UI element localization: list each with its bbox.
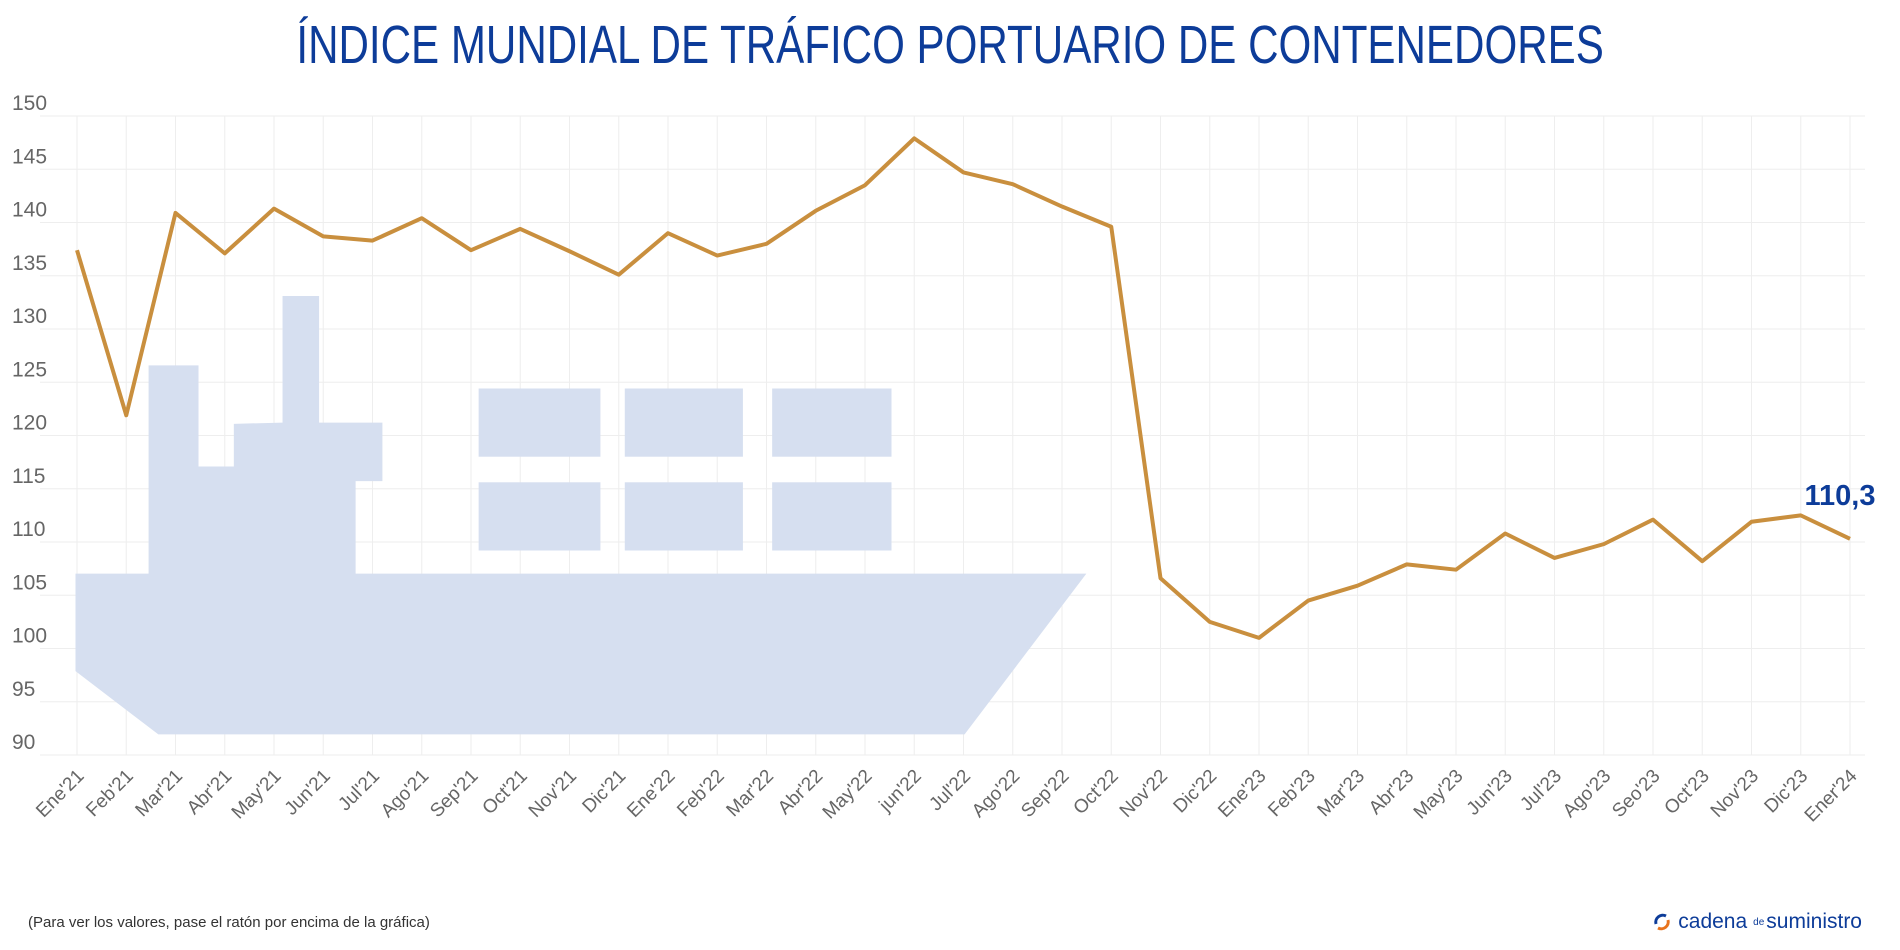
- x-tick-label: Abr'22: [774, 766, 827, 819]
- data-point[interactable]: Oct'23: 108.2: [1696, 555, 1708, 567]
- data-point[interactable]: Mar'21: 140.9: [170, 207, 182, 219]
- data-point[interactable]: Oct'21: 139.4: [514, 223, 526, 235]
- x-tick-label: Oct'23: [1661, 766, 1714, 819]
- x-tick-label: Ago'21: [377, 766, 433, 822]
- ship-hull: [75, 295, 1087, 735]
- x-tick-label: Sep'21: [426, 766, 482, 822]
- data-point[interactable]: Ener'24: 110.3: [1844, 533, 1856, 545]
- data-point[interactable]: Ene'23: 101: [1253, 632, 1265, 644]
- data-point[interactable]: Mar'22: 138: [761, 238, 773, 250]
- data-point[interactable]: Ene'21: 137.4: [71, 244, 83, 256]
- data-point[interactable]: Dic'21: 135.1: [613, 269, 625, 281]
- x-tick-label: Oct'22: [1070, 766, 1123, 819]
- y-tick-label: 100: [12, 625, 47, 648]
- x-tick-label: Mar'21: [132, 766, 187, 821]
- x-tick-label: Feb'21: [82, 766, 138, 822]
- container: [478, 482, 601, 551]
- chart-title: ÍNDICE MUNDIAL DE TRÁFICO PORTUARIO DE C…: [296, 15, 1604, 75]
- data-point[interactable]: Mar'23: 105.9: [1352, 580, 1364, 592]
- x-tick-label: jun'22: [875, 766, 926, 817]
- y-axis: 150 145 140 135 130 125 120 115 110 105 100 95 90: [12, 92, 47, 754]
- x-tick-label: Dic'22: [1170, 766, 1222, 818]
- last-value-label: 110,3: [1805, 480, 1876, 512]
- x-tick-label: Sep'22: [1017, 766, 1073, 822]
- series-line[interactable]: [75, 136, 1851, 640]
- y-tick-label: 95: [12, 678, 35, 701]
- container: [478, 388, 601, 457]
- data-point[interactable]: Jun'21: 138.7: [317, 230, 329, 242]
- x-tick-label: Jun'23: [1463, 766, 1517, 820]
- data-point[interactable]: Ago'21: 140.4: [416, 212, 428, 224]
- x-tick-label: Ener'24: [1801, 765, 1862, 826]
- x-tick-label: Abr'21: [183, 766, 236, 819]
- y-tick-label: 90: [12, 731, 35, 754]
- y-tick-label: 130: [12, 305, 47, 328]
- data-point[interactable]: Seo'23: 112.1: [1647, 514, 1659, 526]
- data-point[interactable]: Abr'22: 141.1: [810, 205, 822, 217]
- logo-icon: [1654, 913, 1670, 931]
- data-point[interactable]: Feb'21: 121.9: [120, 409, 132, 421]
- data-point[interactable]: jun'22: 147.9: [908, 132, 920, 144]
- x-tick-label: Abr'23: [1365, 766, 1418, 819]
- data-point[interactable]: Dic'22: 102.5: [1204, 616, 1216, 628]
- x-tick-label: Oct'21: [479, 766, 532, 819]
- data-point[interactable]: Nov'23: 111.9: [1746, 516, 1758, 528]
- data-point[interactable]: Nov'21: 137.3: [564, 245, 576, 257]
- x-tick-label: Jun'21: [281, 766, 335, 820]
- data-point[interactable]: Nov'22: 106.6: [1155, 572, 1167, 584]
- data-point[interactable]: May'23: 107.4: [1450, 564, 1462, 576]
- data-point[interactable]: Sep'22: 141.5: [1056, 201, 1068, 213]
- x-tick-label: Feb'22: [673, 766, 729, 822]
- data-point[interactable]: May'22: 143.5: [859, 179, 871, 191]
- x-tick-label: Feb'23: [1264, 766, 1320, 822]
- y-tick-label: 110: [12, 518, 45, 541]
- data-point[interactable]: Jul'22: 144.7: [958, 166, 970, 178]
- data-point[interactable]: Jun'23: 110.8: [1499, 527, 1511, 539]
- data-point[interactable]: Ene'22: 139: [662, 227, 674, 239]
- data-point[interactable]: Ago'23: 109.8: [1598, 538, 1610, 550]
- logo: cadena de suministro: [1652, 910, 1862, 934]
- data-point[interactable]: Abr'23: 107.9: [1401, 558, 1413, 570]
- data-point[interactable]: Sep'21: 137.4: [465, 244, 477, 256]
- y-tick-label: 105: [12, 571, 47, 594]
- y-tick-label: 140: [12, 199, 47, 222]
- x-tick-label: Mar'23: [1314, 766, 1369, 821]
- container: [624, 388, 743, 457]
- y-tick-label: 145: [12, 145, 47, 168]
- x-tick-label: Nov'22: [1116, 766, 1172, 822]
- y-tick-label: 120: [12, 412, 47, 435]
- x-tick-label: May'22: [819, 766, 877, 824]
- data-point[interactable]: Oct'22: 139.6: [1105, 221, 1117, 233]
- y-tick-label: 125: [12, 358, 47, 381]
- x-tick-label: Ene'22: [623, 766, 679, 822]
- ship-illustration: [75, 295, 1087, 735]
- y-tick-label: 150: [12, 92, 47, 115]
- container: [624, 482, 743, 551]
- x-tick-label: May'21: [228, 766, 286, 824]
- container: [772, 482, 892, 551]
- x-tick-label: Nov'21: [525, 766, 581, 822]
- y-tick-label: 115: [12, 465, 45, 488]
- x-tick-label: Dic'21: [579, 766, 631, 818]
- x-tick-label: Ene'21: [32, 766, 88, 822]
- footnote: (Para ver los valores, pase el ratón por…: [28, 914, 430, 931]
- x-tick-label: Mar'22: [723, 766, 778, 821]
- data-point[interactable]: Abr'21: 137.1: [219, 247, 231, 259]
- x-tick-label: Nov'23: [1707, 766, 1763, 822]
- data-point[interactable]: Jul'21: 138.3: [367, 235, 379, 247]
- data-point[interactable]: May'21: 141.3: [268, 203, 280, 215]
- container: [772, 388, 892, 457]
- x-tick-label: Ago'23: [1559, 766, 1615, 822]
- data-point[interactable]: Feb'22: 136.9: [711, 250, 723, 262]
- data-point[interactable]: Feb'23: 104.5: [1302, 595, 1314, 607]
- x-tick-label: Seo'23: [1608, 766, 1664, 822]
- data-point[interactable]: Jul'23: 108.5: [1549, 552, 1561, 564]
- x-tick-label: Ene'23: [1214, 766, 1270, 822]
- x-tick-label: Ago'22: [968, 766, 1024, 822]
- data-point[interactable]: Ago'22: 143.6: [1007, 178, 1019, 190]
- x-tick-label: May'23: [1410, 766, 1468, 824]
- y-tick-label: 135: [12, 252, 47, 275]
